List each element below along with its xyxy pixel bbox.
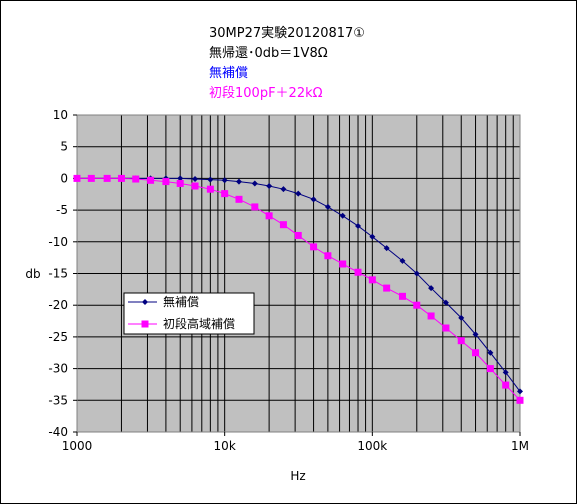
data-point-series-1 (472, 331, 479, 338)
data-point-series-2 (354, 268, 362, 276)
y-axis-ticks: 10 5 0 -5 -10 -15 -20 -25 -30 -35 -40 (48, 108, 77, 439)
data-point-series-2 (279, 221, 287, 229)
data-point-series-1 (177, 175, 184, 182)
y-tick-label: -30 (48, 362, 68, 376)
data-point-series-1 (369, 233, 376, 240)
y-axis-label: db (25, 267, 40, 281)
data-point-series-1 (442, 299, 449, 306)
y-tick-label: -20 (48, 298, 68, 312)
x-axis-label: Hz (290, 469, 305, 483)
data-point-series-1 (399, 257, 406, 264)
data-point-series-1 (383, 245, 390, 252)
data-point-series-2 (176, 179, 184, 187)
data-point-series-1 (221, 177, 228, 184)
data-point-series-2 (132, 175, 140, 183)
data-point-series-2 (265, 212, 273, 220)
data-point-series-1 (487, 349, 494, 356)
data-point-series-2 (191, 182, 199, 190)
data-point-series-2 (516, 396, 524, 404)
y-tick-label: -15 (48, 267, 68, 281)
data-point-series-2 (294, 231, 302, 239)
y-tick-label: 10 (53, 108, 68, 122)
data-point-series-2 (442, 324, 450, 332)
data-point-series-2 (147, 176, 155, 184)
data-point-series-2 (251, 203, 259, 211)
grid-horizontal (77, 146, 520, 401)
data-point-series-1 (413, 270, 420, 277)
legend-label-series-2: 初段高域補償 (163, 316, 235, 331)
data-point-series-2 (413, 301, 421, 309)
chart-title-line-4: 初段100pF＋22kΩ (209, 86, 323, 101)
data-point-series-1 (428, 285, 435, 292)
series-layer (73, 174, 524, 404)
data-point-series-2 (73, 174, 81, 182)
x-axis-ticks: 1000 10k 100k 1M (62, 432, 529, 453)
data-point-series-2 (162, 178, 170, 186)
legend-label-series-1: 無補償 (163, 294, 199, 309)
data-point-series-2 (221, 190, 229, 198)
chart-title-line-1: 30MP27実験20120817① (209, 26, 365, 41)
data-point-series-2 (502, 381, 510, 389)
data-point-series-2 (103, 174, 111, 182)
chart-title-line-3: 無補償 (209, 66, 249, 81)
data-point-series-1 (310, 196, 317, 203)
data-point-series-1 (324, 203, 331, 210)
legend-marker-series-1 (142, 299, 148, 305)
data-point-series-1 (280, 186, 287, 193)
data-point-series-2 (324, 252, 332, 260)
legend-marker-series-2 (141, 320, 149, 328)
y-tick-label: 5 (60, 140, 68, 154)
y-tick-label: 0 (60, 171, 68, 185)
data-point-series-1 (266, 183, 273, 190)
y-tick-label: -10 (48, 235, 68, 249)
data-point-series-2 (427, 312, 435, 320)
y-tick-label: -5 (56, 203, 68, 217)
data-point-series-2 (486, 365, 494, 373)
data-point-series-2 (457, 337, 465, 345)
data-point-series-1 (207, 176, 214, 183)
data-point-series-2 (398, 292, 406, 300)
data-point-series-2 (472, 349, 480, 357)
x-tick-label: 100k (357, 439, 387, 453)
data-point-series-2 (87, 174, 95, 182)
x-tick-label: 1000 (62, 439, 93, 453)
chart-title-line-2: 無帰還･0db＝1V8Ω (209, 46, 328, 61)
data-point-series-2 (206, 185, 214, 193)
y-tick-label: -35 (48, 393, 68, 407)
data-point-series-2 (235, 195, 243, 203)
data-point-series-2 (383, 284, 391, 292)
data-point-series-1 (235, 178, 242, 185)
data-point-series-1 (517, 388, 523, 395)
data-point-series-2 (339, 260, 347, 268)
data-point-series-1 (339, 212, 346, 219)
x-tick-label: 10k (214, 439, 236, 453)
data-point-series-1 (295, 190, 302, 197)
x-tick-label: 1M (511, 439, 529, 453)
data-point-series-1 (355, 222, 362, 229)
data-point-series-1 (458, 314, 465, 321)
legend: 無補償 初段高域補償 (123, 292, 255, 335)
data-point-series-2 (368, 276, 376, 284)
data-point-series-1 (251, 180, 258, 187)
y-tick-label: -25 (48, 330, 68, 344)
data-point-series-1 (192, 176, 199, 183)
data-point-series-2 (310, 243, 318, 251)
data-point-series-2 (117, 174, 125, 182)
y-tick-label: -40 (48, 425, 68, 439)
data-point-series-1 (502, 369, 509, 376)
